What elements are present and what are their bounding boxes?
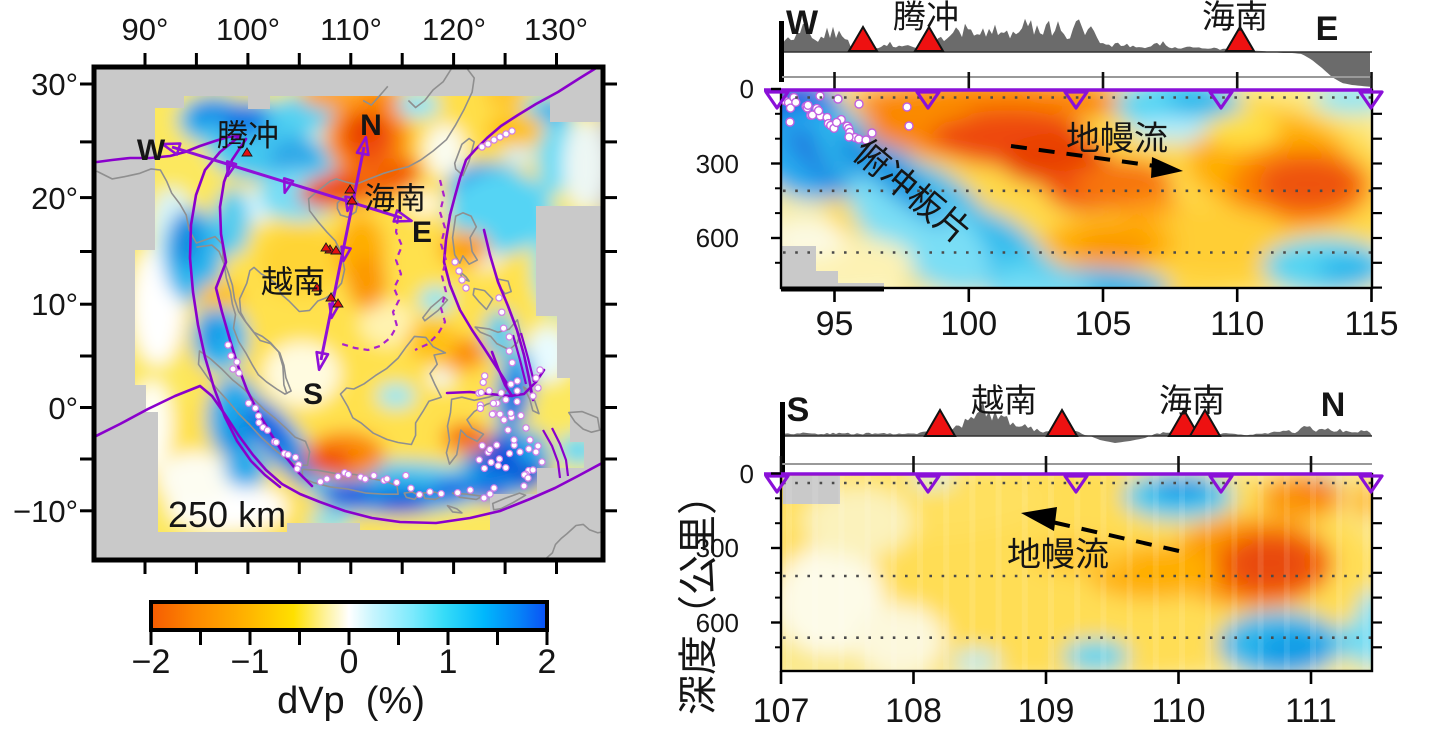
- svg-text:0°: 0°: [48, 391, 78, 426]
- svg-text:−1: −1: [231, 643, 270, 681]
- svg-text:S: S: [303, 378, 323, 411]
- svg-text:0: 0: [740, 74, 754, 104]
- svg-text:100: 100: [940, 305, 997, 343]
- svg-text:0: 0: [340, 643, 359, 681]
- svg-text:W: W: [137, 134, 166, 167]
- svg-text:300: 300: [696, 149, 739, 179]
- svg-text:110°: 110°: [320, 12, 382, 47]
- svg-text:E: E: [1316, 10, 1339, 48]
- svg-text:95: 95: [816, 305, 854, 343]
- svg-text:130°: 130°: [524, 12, 588, 47]
- svg-text:W: W: [786, 4, 819, 42]
- svg-text:1: 1: [439, 643, 458, 681]
- svg-text:105: 105: [1075, 305, 1132, 343]
- svg-text:−2: −2: [132, 643, 171, 681]
- svg-text:90°: 90°: [122, 12, 169, 47]
- svg-text:E: E: [412, 216, 432, 249]
- svg-text:250 km: 250 km: [168, 494, 286, 535]
- svg-text:110: 110: [1210, 305, 1264, 343]
- svg-text:2: 2: [538, 643, 557, 681]
- svg-text:N: N: [360, 109, 382, 142]
- svg-text:dVp (%): dVp (%): [277, 680, 425, 722]
- svg-text:110: 110: [1151, 692, 1205, 730]
- svg-text:107: 107: [753, 692, 810, 730]
- svg-text:100°: 100°: [216, 12, 280, 47]
- svg-text:30°: 30°: [31, 67, 78, 102]
- svg-text:120°: 120°: [422, 12, 486, 47]
- svg-text:600: 600: [696, 608, 739, 638]
- svg-text:111: 111: [1285, 692, 1337, 730]
- svg-text:0: 0: [740, 459, 754, 489]
- svg-text:−10°: −10°: [13, 494, 78, 529]
- svg-text:300: 300: [696, 533, 739, 563]
- svg-text:S: S: [787, 391, 810, 429]
- svg-text:10°: 10°: [31, 287, 78, 322]
- svg-text:115: 115: [1344, 305, 1398, 343]
- svg-text:109: 109: [1018, 692, 1075, 730]
- svg-text:20°: 20°: [31, 181, 78, 216]
- svg-text:108: 108: [885, 692, 942, 730]
- svg-text:600: 600: [696, 223, 739, 253]
- svg-text:N: N: [1321, 386, 1346, 424]
